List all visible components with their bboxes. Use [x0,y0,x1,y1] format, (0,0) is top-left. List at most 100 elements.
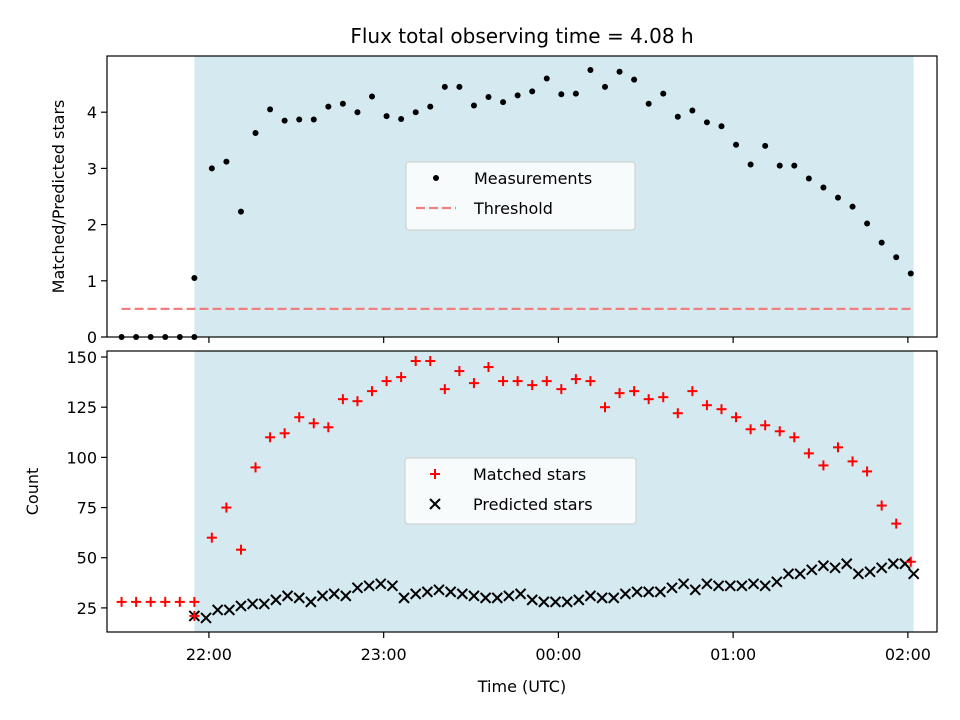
measurement-point [456,83,463,90]
y-tick-label: 1 [87,272,97,291]
predicted-star-point [375,578,387,590]
matched-star-point [701,400,712,411]
predicted-star-point [479,592,492,604]
matched-star-point [731,412,742,423]
chart-title: Flux total observing time = 4.08 h [350,24,693,48]
predicted-star-point [270,594,282,606]
predicted-star-point [363,580,375,592]
bottom-panel-y-axis-label: Count [23,468,42,516]
measurement-point [703,119,710,126]
predicted-star-point [642,586,655,598]
legend-measurements-label: Measurements [474,169,592,188]
bottom-panel-x-axis: 22:00 23:00 00:00 01:00 02:00 [186,632,931,664]
top-panel-y-axis-label: Matched/Predicted stars [49,100,68,294]
matched-star-point [862,466,873,477]
predicted-star-point [503,590,515,602]
top-panel-measurement-points [118,67,914,340]
predicted-star-point [794,568,806,580]
measurement-point [208,165,215,172]
predicted-star-point [573,594,585,606]
x-axis-label: Time (UTC) [477,677,566,696]
measurement-point [631,76,638,83]
matched-star-point [483,362,494,373]
bottom-panel-legend: Matched stars Predicted stars [404,457,637,525]
predicted-star-point [701,578,713,590]
predicted-star-point [398,592,410,604]
measurement-point [441,83,448,90]
matched-star-point [439,384,450,395]
top-panel-x-ticks [208,337,909,343]
predicted-star-point [444,586,457,598]
predicted-star-point [211,604,224,616]
measurement-point [485,94,492,101]
measurement-point [281,117,288,124]
predicted-star-point [677,578,690,590]
predicted-star-point [421,586,434,598]
y-tick-label: 150 [66,348,97,367]
matched-star-point [265,432,276,443]
predicted-star-point [771,576,783,588]
predicted-star-point [608,592,620,604]
y-tick-label: 125 [66,398,97,417]
x-tick-label: 00:00 [535,645,581,664]
matched-star-point [847,456,858,467]
x-tick-label: 22:00 [186,645,232,664]
measurement-point [776,162,783,169]
matched-star-point [541,376,552,387]
matched-star-point [658,392,669,403]
predicted-star-point [549,596,562,608]
predicted-star-point [526,594,538,606]
y-tick-label: 50 [77,549,97,568]
measurement-point [762,142,769,149]
x-tick-label: 01:00 [710,645,756,664]
x-tick-label: 02:00 [885,645,931,664]
predicted-star-point [666,582,678,594]
matched-star-point [832,442,843,453]
top-panel-frame [106,55,938,338]
measurement-point [296,116,303,123]
predicted-star-point [514,588,527,600]
predicted-star-point [293,592,305,604]
matched-star-point [818,460,829,471]
matched-star-point [498,376,509,387]
predicted-star-point [456,588,469,600]
predicted-star-point [468,590,480,602]
matched-star-point [308,418,319,429]
predicted-star-point [852,568,865,580]
matched-star-point [367,386,378,397]
predicted-star-point [491,592,503,604]
measurement-point [805,175,812,182]
predicted-star-point [433,584,445,596]
matched-star-point [585,376,596,387]
measurement-point [427,103,434,110]
y-tick-label: 2 [87,216,97,235]
matched-star-point [410,356,421,367]
matched-star-point [425,356,436,367]
predicted-star-point [561,596,573,608]
predicted-star-point [316,590,329,602]
matched-star-point [527,380,538,391]
legend-box [405,161,636,231]
top-panel: 0 1 2 3 4 Matched/Predicted stars Measuremen… [49,55,938,347]
measurement-point [369,93,376,100]
predicted-star-point [747,578,760,590]
matched-star-point [174,596,185,607]
measurement-point [791,162,798,169]
predicted-star-point [782,568,795,580]
matched-star-point [189,610,200,621]
predicted-star-point [631,586,643,598]
measurement-point [747,161,754,168]
measurement-point [412,109,419,116]
matched-star-point [600,402,610,413]
y-tick-label: 100 [66,448,97,467]
matched-star-point [454,366,465,377]
matched-star-point [716,404,727,415]
measurement-point [645,100,652,107]
predicted-star-point [654,586,667,598]
legend-box [404,457,637,525]
predicted-star-point [864,566,876,578]
matched-star-point [145,596,156,607]
predicted-star-point [386,580,399,592]
y-tick-label: 25 [77,599,97,618]
measurement-point [616,68,623,75]
